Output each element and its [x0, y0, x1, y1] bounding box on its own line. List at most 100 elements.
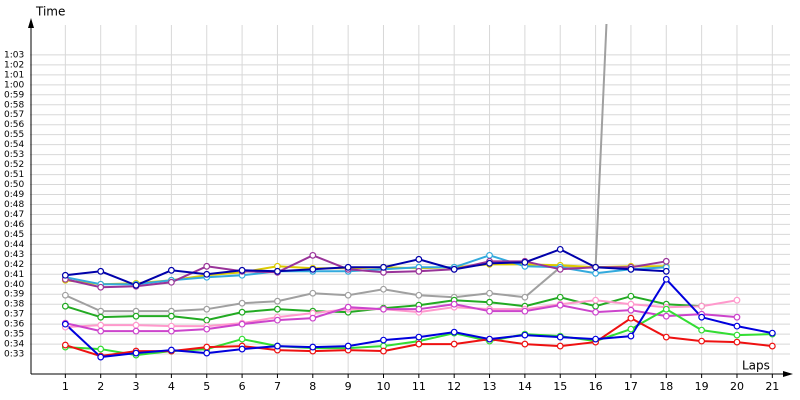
- point-marker: [556, 333, 564, 341]
- point-marker: [238, 266, 246, 274]
- point-marker: [450, 328, 458, 336]
- grid: [30, 25, 790, 374]
- point-marker: [203, 343, 211, 351]
- y-tick-label: 0:51: [4, 170, 24, 180]
- point-marker: [627, 325, 635, 333]
- point-marker: [450, 340, 458, 348]
- point-marker: [274, 267, 281, 275]
- x-tick-label: 15: [553, 380, 567, 393]
- x-axis-arrow: [783, 371, 793, 377]
- point-marker: [309, 314, 317, 322]
- x-axis-title: Laps: [742, 359, 770, 373]
- point-marker: [61, 320, 69, 328]
- point-marker: [274, 342, 281, 350]
- series-line: [65, 303, 738, 333]
- point-marker: [274, 316, 281, 324]
- point-marker: [61, 271, 69, 279]
- point-marker: [97, 345, 105, 353]
- x-tick-label: 20: [730, 380, 744, 393]
- point-marker: [380, 263, 387, 271]
- point-marker: [309, 265, 317, 273]
- point-marker: [97, 267, 105, 275]
- point-marker: [238, 320, 246, 328]
- point-marker: [167, 278, 175, 286]
- point-marker: [97, 313, 105, 321]
- x-tick-label: 17: [624, 380, 638, 393]
- point-marker: [450, 265, 458, 273]
- y-tick-label: 0:56: [4, 120, 24, 130]
- y-tick-label: 1:00: [4, 80, 24, 90]
- x-tick-label: 12: [447, 380, 461, 393]
- point-marker: [627, 332, 635, 340]
- point-marker: [521, 293, 529, 301]
- point-marker: [662, 305, 670, 313]
- y-tick-label: 0:55: [4, 130, 24, 140]
- point-marker: [132, 281, 140, 289]
- point-marker: [344, 303, 352, 311]
- point-marker: [415, 267, 423, 275]
- point-marker: [415, 333, 423, 341]
- point-marker: [486, 307, 493, 315]
- y-tick-label: 0:34: [4, 340, 24, 350]
- point-marker: [627, 314, 635, 322]
- point-marker: [556, 342, 564, 350]
- y-tick-label: 0:54: [4, 140, 24, 150]
- point-marker: [415, 255, 423, 263]
- point-marker: [592, 335, 599, 343]
- y-tick-label: 0:58: [4, 100, 24, 110]
- point-marker: [662, 257, 670, 265]
- point-marker: [592, 302, 599, 310]
- y-tick-label: 0:49: [4, 190, 24, 200]
- point-marker: [486, 298, 493, 306]
- point-marker: [627, 292, 635, 300]
- point-marker: [274, 297, 281, 305]
- y-tick-label: 0:33: [4, 350, 24, 360]
- series-line: [65, 299, 738, 329]
- point-marker: [768, 342, 776, 350]
- y-axis-arrow: [28, 18, 34, 28]
- point-marker: [97, 307, 105, 315]
- point-marker: [167, 266, 175, 274]
- x-tick-label: 6: [239, 380, 246, 393]
- series-line: [65, 248, 667, 287]
- x-tick-label: 13: [483, 380, 497, 393]
- point-marker: [380, 305, 387, 313]
- point-marker: [61, 341, 69, 349]
- point-marker: [521, 258, 529, 266]
- point-marker: [380, 285, 387, 293]
- y-tick-label: 0:37: [4, 310, 24, 320]
- point-marker: [97, 327, 105, 335]
- y-tick-label: 1:03: [4, 50, 24, 60]
- x-tick-label: 3: [133, 380, 140, 393]
- y-tick-label: 0:59: [4, 90, 24, 100]
- point-marker: [203, 270, 211, 278]
- point-marker: [203, 349, 211, 357]
- point-marker: [556, 301, 564, 309]
- point-marker: [592, 296, 599, 304]
- point-marker: [592, 263, 599, 271]
- y-tick-label: 0:41: [4, 270, 24, 280]
- point-marker: [238, 345, 246, 353]
- point-marker: [627, 300, 635, 308]
- point-marker: [662, 312, 670, 320]
- point-marker: [61, 302, 69, 310]
- point-marker: [203, 305, 211, 313]
- point-marker: [768, 329, 776, 337]
- y-tick-label: 0:42: [4, 260, 24, 270]
- point-marker: [167, 346, 175, 354]
- point-marker: [415, 340, 423, 348]
- point-marker: [592, 269, 599, 277]
- y-tick-label: 0:57: [4, 110, 24, 120]
- point-marker: [132, 321, 140, 329]
- point-marker: [592, 308, 599, 316]
- point-marker: [97, 353, 105, 361]
- point-marker: [698, 313, 706, 321]
- series-line: [65, 254, 667, 289]
- y-axis-title: Time: [35, 5, 65, 19]
- point-marker: [733, 322, 741, 330]
- y-tick-label: 0:45: [4, 230, 24, 240]
- point-marker: [521, 331, 529, 339]
- point-marker: [238, 308, 246, 316]
- point-marker: [132, 327, 140, 335]
- y-tick-label: 0:40: [4, 280, 24, 290]
